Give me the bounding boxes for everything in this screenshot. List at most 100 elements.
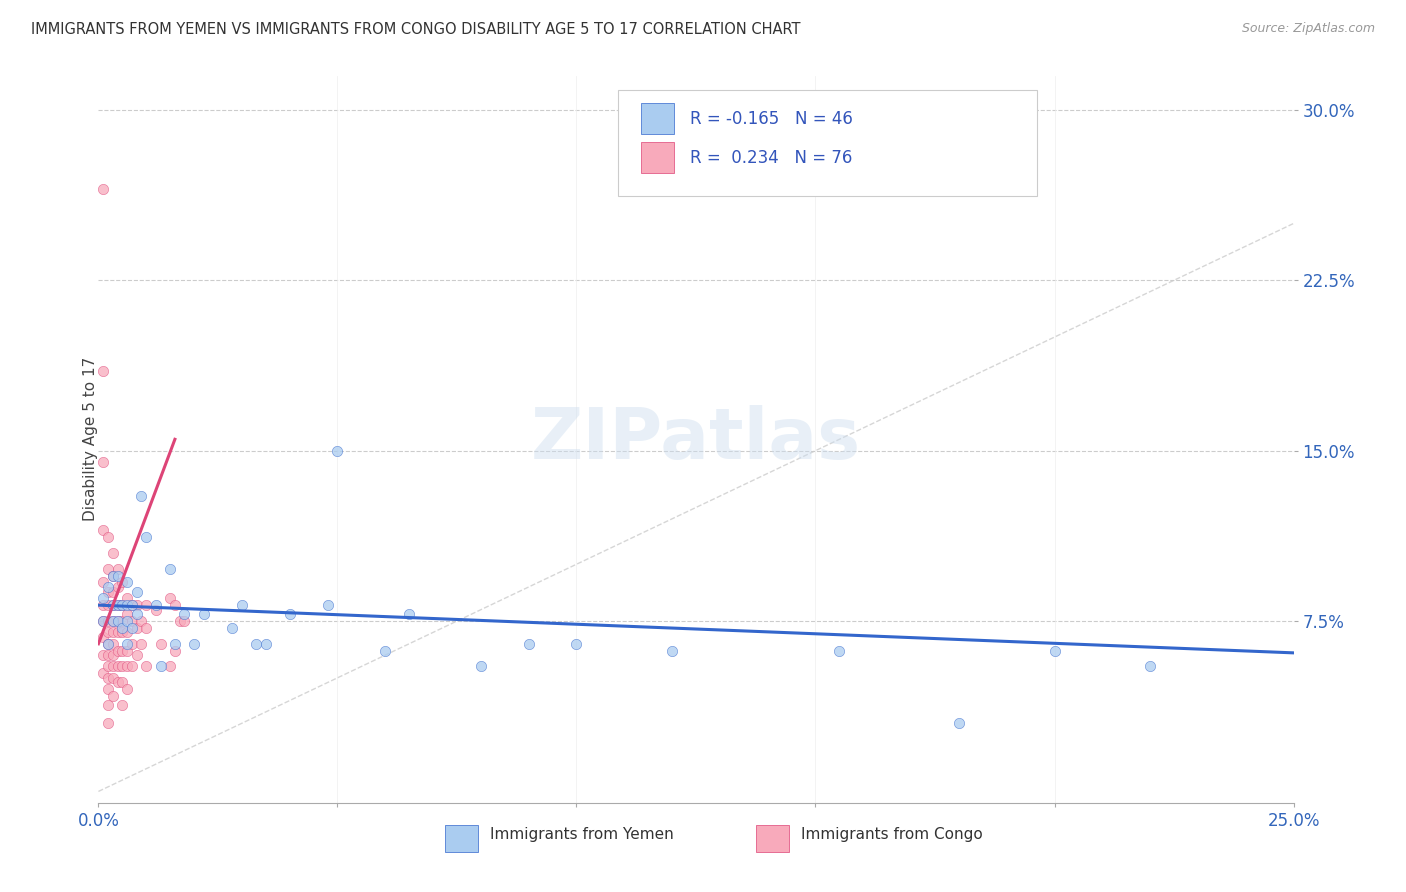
- Point: [193, 607, 215, 622]
- Point: [131, 637, 153, 651]
- Point: [948, 716, 970, 731]
- Point: [115, 591, 138, 606]
- Point: [115, 682, 138, 697]
- Point: [107, 614, 129, 628]
- Point: [91, 598, 114, 612]
- Point: [173, 614, 195, 628]
- Point: [107, 598, 129, 612]
- Point: [111, 659, 134, 673]
- Text: R = -0.165   N = 46: R = -0.165 N = 46: [690, 110, 853, 128]
- Text: ZIPatlas: ZIPatlas: [531, 405, 860, 474]
- Point: [101, 625, 124, 640]
- Point: [115, 575, 138, 590]
- Point: [145, 598, 167, 612]
- Point: [115, 643, 138, 657]
- Y-axis label: Disability Age 5 to 17: Disability Age 5 to 17: [83, 357, 97, 522]
- Point: [91, 364, 114, 378]
- Point: [91, 523, 114, 537]
- Point: [107, 659, 129, 673]
- Point: [111, 698, 134, 712]
- Point: [101, 584, 124, 599]
- Point: [101, 598, 124, 612]
- Point: [107, 614, 129, 628]
- Point: [135, 659, 157, 673]
- Point: [163, 643, 186, 657]
- Point: [91, 455, 114, 469]
- Point: [97, 716, 120, 731]
- FancyBboxPatch shape: [619, 90, 1036, 195]
- Point: [111, 621, 134, 635]
- Point: [97, 637, 120, 651]
- Point: [101, 689, 124, 703]
- Text: Immigrants from Yemen: Immigrants from Yemen: [491, 827, 673, 842]
- Point: [131, 614, 153, 628]
- Point: [121, 637, 143, 651]
- Point: [97, 530, 120, 544]
- Point: [115, 625, 138, 640]
- Point: [111, 643, 134, 657]
- Point: [91, 182, 114, 196]
- Point: [97, 682, 120, 697]
- Point: [828, 643, 851, 657]
- Point: [101, 568, 124, 582]
- Point: [111, 575, 134, 590]
- Point: [398, 607, 420, 622]
- Point: [111, 598, 134, 612]
- Point: [245, 637, 267, 651]
- Point: [91, 648, 114, 662]
- Point: [107, 598, 129, 612]
- Point: [101, 614, 124, 628]
- Point: [107, 675, 129, 690]
- Point: [316, 598, 339, 612]
- Point: [115, 607, 138, 622]
- Point: [101, 659, 124, 673]
- Point: [107, 580, 129, 594]
- Point: [163, 637, 186, 651]
- Point: [97, 671, 120, 685]
- Text: R =  0.234   N = 76: R = 0.234 N = 76: [690, 148, 852, 167]
- Point: [121, 621, 143, 635]
- FancyBboxPatch shape: [641, 142, 675, 172]
- Point: [125, 607, 148, 622]
- Point: [111, 625, 134, 640]
- Point: [121, 659, 143, 673]
- Point: [125, 621, 148, 635]
- Point: [125, 598, 148, 612]
- Point: [97, 625, 120, 640]
- Point: [91, 575, 114, 590]
- Point: [121, 614, 143, 628]
- Point: [97, 584, 120, 599]
- Point: [278, 607, 301, 622]
- Point: [517, 637, 540, 651]
- FancyBboxPatch shape: [756, 824, 789, 852]
- Point: [183, 637, 205, 651]
- Point: [159, 562, 181, 576]
- Point: [125, 648, 148, 662]
- Point: [101, 671, 124, 685]
- Point: [115, 637, 138, 651]
- Point: [159, 591, 181, 606]
- Text: IMMIGRANTS FROM YEMEN VS IMMIGRANTS FROM CONGO DISABILITY AGE 5 TO 17 CORRELATIO: IMMIGRANTS FROM YEMEN VS IMMIGRANTS FROM…: [31, 22, 800, 37]
- Point: [169, 614, 191, 628]
- Point: [111, 598, 134, 612]
- Point: [101, 637, 124, 651]
- FancyBboxPatch shape: [446, 824, 478, 852]
- Point: [107, 568, 129, 582]
- Point: [149, 659, 172, 673]
- Point: [97, 659, 120, 673]
- Point: [173, 607, 195, 622]
- Point: [1139, 659, 1161, 673]
- Point: [121, 598, 143, 612]
- Point: [107, 625, 129, 640]
- Point: [470, 659, 492, 673]
- Point: [97, 637, 120, 651]
- Point: [326, 443, 349, 458]
- Point: [565, 637, 588, 651]
- Point: [97, 580, 120, 594]
- Point: [97, 598, 120, 612]
- Point: [97, 698, 120, 712]
- Point: [221, 621, 243, 635]
- Point: [91, 591, 114, 606]
- Point: [135, 598, 157, 612]
- Point: [374, 643, 396, 657]
